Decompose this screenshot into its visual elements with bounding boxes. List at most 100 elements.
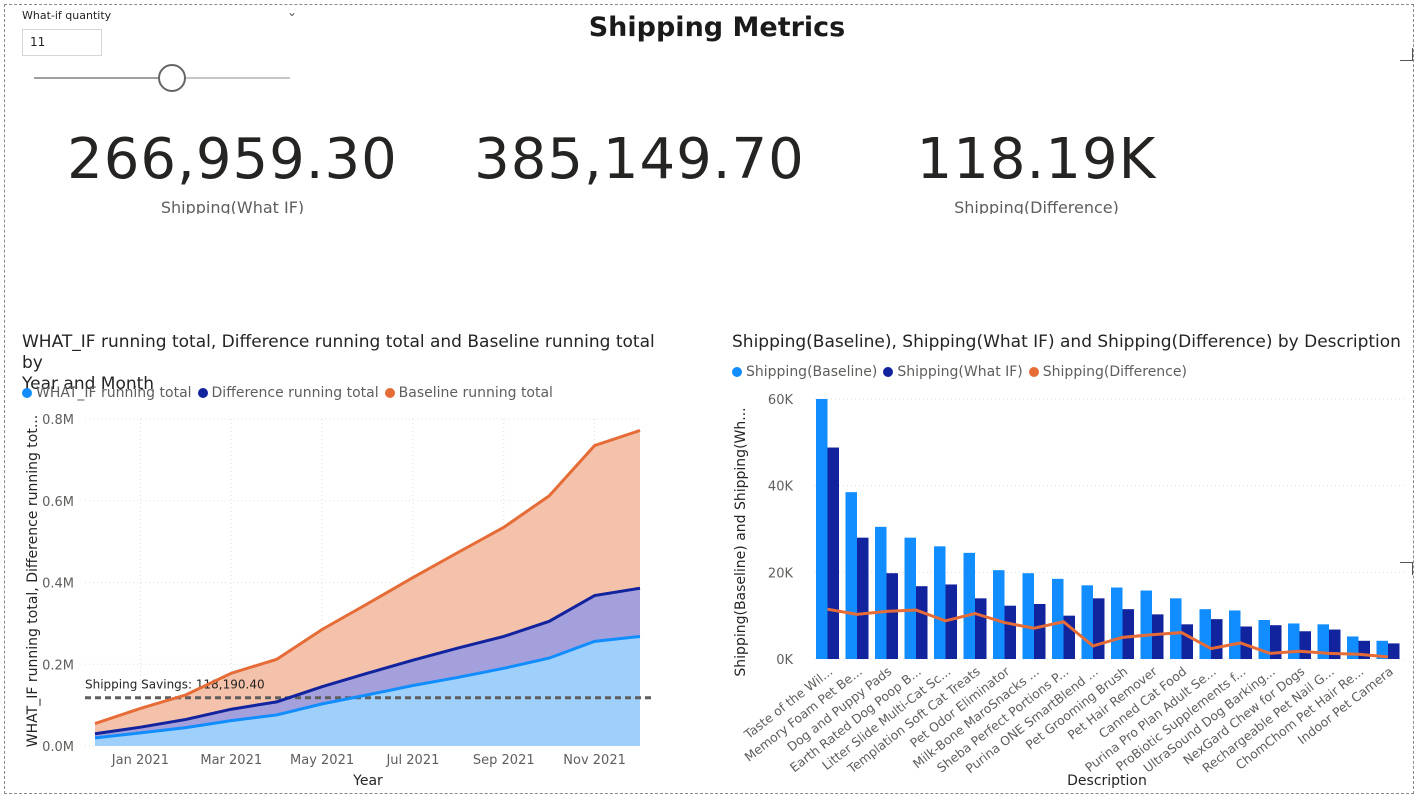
bar-baseline (1258, 620, 1270, 659)
what-if-quantity-input[interactable]: 11 (22, 29, 102, 56)
bar-baseline (1140, 590, 1152, 659)
bar-what-if (1122, 609, 1134, 659)
y-tick-label: 20K (768, 566, 794, 581)
what-if-area (95, 636, 640, 746)
legend-item-baseline[interactable]: Baseline running total (384, 385, 553, 401)
legend-item-difference[interactable]: Shipping(Difference) (1028, 364, 1187, 380)
legend-item-what-if[interactable]: WHAT_IF running total (22, 385, 192, 401)
bar-baseline (1317, 624, 1329, 659)
bar-baseline (875, 526, 887, 659)
legend-item-difference[interactable]: Difference running total (197, 385, 379, 401)
bar-baseline (1288, 623, 1300, 659)
legend-dot (384, 388, 395, 398)
legend-label: Baseline running total (398, 385, 553, 401)
bar-baseline (963, 552, 975, 659)
bar-what-if (886, 573, 898, 659)
y-tick-label: 0.2M (42, 658, 74, 673)
bar-what-if (857, 537, 869, 659)
legend-dot (22, 388, 32, 398)
bar-chart-title: Shipping(Baseline), Shipping(What IF) an… (732, 332, 1401, 352)
line-chart-title: WHAT_IF running total, Difference runnin… (22, 332, 672, 395)
x-tick-label: Sep 2021 (473, 753, 535, 768)
bar-what-if (1329, 629, 1341, 659)
y-axis-title: Shipping(Baseline) and Shipping(Wh... (733, 407, 749, 676)
bar-what-if (1034, 603, 1046, 659)
y-tick-label: 0K (776, 653, 793, 668)
bar-what-if (916, 586, 928, 659)
card-baseline-value: 385,149.70 (474, 127, 805, 192)
legend-item-what-if[interactable]: Shipping(What IF) (883, 364, 1023, 380)
bar-what-if (1388, 643, 1400, 659)
bar-what-if (1004, 605, 1016, 659)
legend-label: Shipping(What IF) (897, 364, 1023, 380)
bar-what-if (1299, 631, 1311, 659)
y-tick-label: 0.0M (42, 740, 74, 755)
bar-what-if (1240, 626, 1252, 659)
slider-thumb[interactable] (158, 64, 187, 92)
y-tick-label: 60K (768, 393, 794, 408)
bar-baseline (1229, 610, 1241, 659)
bar-what-if (827, 447, 839, 659)
bar-baseline (1081, 585, 1093, 659)
bar-what-if (1063, 615, 1075, 659)
card-what-if-label: Shipping(What IF) (160, 198, 305, 214)
bar-baseline (1052, 578, 1064, 659)
x-axis-title: Description (1067, 773, 1147, 789)
legend-dot (732, 367, 742, 377)
bar-baseline (816, 399, 828, 659)
difference-line (827, 607, 1389, 659)
bar-baseline (904, 537, 916, 659)
card-difference-value: 118.19K (916, 127, 1157, 192)
bar-chart-legend: Shipping(Baseline) Shipping(What IF) Shi… (732, 364, 1193, 380)
x-tick-label: May 2021 (290, 753, 354, 768)
page-title: Shipping Metrics (588, 12, 846, 43)
bar-baseline (1376, 640, 1388, 659)
card-what-if-value: 266,959.30 (67, 127, 398, 192)
legend-dot (1028, 367, 1039, 377)
y-tick-label: 40K (768, 480, 794, 495)
visual-corner-mark (1400, 562, 1413, 575)
legend-dot (197, 388, 208, 398)
bar-baseline (1347, 636, 1359, 659)
bar-what-if (1270, 625, 1282, 659)
slicer-title: What-if quantity (22, 9, 112, 22)
legend-label: Difference running total (211, 385, 379, 401)
bar-what-if (1181, 624, 1193, 659)
legend-item-baseline[interactable]: Shipping(Baseline) (732, 364, 877, 380)
bar-what-if (945, 584, 957, 659)
y-axis-title: WHAT_IF running total, Difference runnin… (25, 415, 41, 747)
bar-baseline (1022, 573, 1034, 659)
difference-line (94, 586, 641, 736)
bar-what-if (1093, 598, 1105, 659)
y-tick-label: 0.6M (42, 495, 74, 510)
bar-baseline (1170, 598, 1182, 659)
bar-baseline (1111, 587, 1123, 659)
bar-what-if (1211, 619, 1223, 659)
line-chart-title-line2: Year and Month (22, 374, 155, 394)
reference-line-label: Shipping Savings: 118,190.40 (85, 678, 265, 692)
line-chart-legend: WHAT_IF running total Difference running… (22, 385, 559, 401)
x-tick-label: Nov 2021 (563, 753, 626, 768)
card-difference-label: Shipping(Difference) (954, 198, 1119, 214)
line-chart[interactable]: 0.0M 0.2M 0.4M 0.6M 0.8M Jan 2021 Mar 2021 May … (0, 405, 700, 800)
line-chart-title-line1: WHAT_IF running total, Difference runnin… (22, 332, 655, 373)
bar-baseline (1199, 609, 1211, 659)
x-tick-label: Mar 2021 (200, 753, 262, 768)
x-axis-title: Year (352, 773, 383, 789)
bar-baseline (934, 546, 946, 659)
chevron-down-icon[interactable]: ⌄ (287, 5, 298, 19)
baseline-line (94, 429, 641, 725)
bar-what-if (1152, 614, 1164, 659)
visual-corner-mark (1400, 48, 1413, 61)
bar-baseline (993, 570, 1005, 659)
bar-what-if (975, 598, 987, 659)
bar-what-if (1358, 640, 1370, 659)
report-canvas-border (4, 4, 1414, 794)
difference-area (95, 588, 640, 738)
y-tick-label: 0.4M (42, 577, 74, 592)
legend-dot (883, 367, 894, 377)
x-tick-label: Jan 2021 (111, 753, 169, 768)
legend-label: WHAT_IF running total (36, 385, 192, 401)
legend-label: Shipping(Difference) (1042, 364, 1187, 380)
